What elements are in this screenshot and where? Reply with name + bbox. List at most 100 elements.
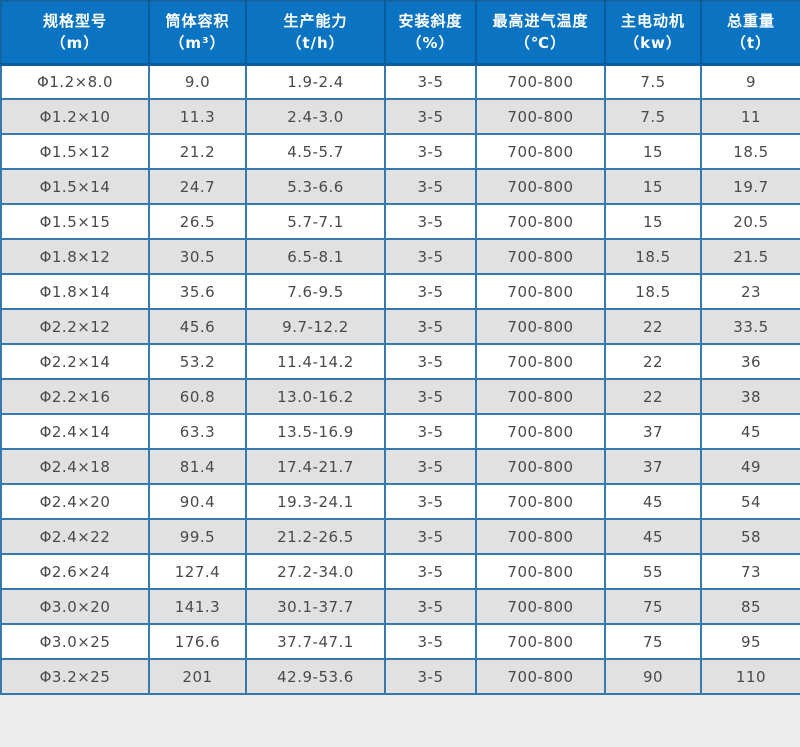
table-cell: 99.5 xyxy=(148,518,247,555)
table-cell: 26.5 xyxy=(148,203,247,240)
table-cell: 176.6 xyxy=(148,623,247,660)
table-row: Φ1.5×14 24.7 5.3-6.6 3-5 700-800 15 19.7 xyxy=(0,168,800,205)
table-cell: 700-800 xyxy=(475,203,606,240)
table-cell: 3-5 xyxy=(384,133,477,170)
model-cell: Φ1.8×12 xyxy=(0,238,150,275)
table-row: Φ1.2×10 11.3 2.4-3.0 3-5 700-800 7.5 11 xyxy=(0,98,800,135)
table-cell: 7.6-9.5 xyxy=(245,273,386,310)
table-cell: 63.3 xyxy=(148,413,247,450)
table-cell: 9.7-12.2 xyxy=(245,308,386,345)
table-cell: 9 xyxy=(700,63,800,100)
model-cell: Φ2.2×12 xyxy=(0,308,150,345)
table-cell: 700-800 xyxy=(475,238,606,275)
table-cell: 81.4 xyxy=(148,448,247,485)
header-title: 筒体容积 xyxy=(165,12,230,31)
table-cell: 3-5 xyxy=(384,168,477,205)
table-row: Φ1.5×12 21.2 4.5-5.7 3-5 700-800 15 18.5 xyxy=(0,133,800,170)
model-cell: Φ2.4×18 xyxy=(0,448,150,485)
model-cell: Φ1.5×14 xyxy=(0,168,150,205)
table-cell: 13.0-16.2 xyxy=(245,378,386,415)
table-cell: 127.4 xyxy=(148,553,247,590)
table-cell: 18.5 xyxy=(700,133,800,170)
table-body: Φ1.2×8.0 9.0 1.9-2.4 3-5 700-800 7.5 9 Φ1.2×10 1… xyxy=(0,63,800,695)
table-cell: 58 xyxy=(700,518,800,555)
table-cell: 53.2 xyxy=(148,343,247,380)
table-cell: 700-800 xyxy=(475,483,606,520)
table-cell: 201 xyxy=(148,658,247,695)
header-row: 规格型号 （m） 筒体容积 （m³） 生产能力 （t/h） 安装斜度 （%） 最高进气温度 （℃）… xyxy=(1,1,800,66)
table-cell: 700-800 xyxy=(475,623,606,660)
table-row: Φ3.0×20 141.3 30.1-37.7 3-5 700-800 75 85 xyxy=(0,588,800,625)
table-cell: 700-800 xyxy=(475,518,606,555)
table-row: Φ1.8×12 30.5 6.5-8.1 3-5 700-800 18.5 21.5 xyxy=(0,238,800,275)
table-cell: 18.5 xyxy=(604,238,702,275)
table-cell: 45 xyxy=(700,413,800,450)
header-unit: （t/h） xyxy=(286,34,345,53)
header-title: 生产能力 xyxy=(283,12,348,31)
table-cell: 700-800 xyxy=(475,343,606,380)
table-cell: 13.5-16.9 xyxy=(245,413,386,450)
table-cell: 3-5 xyxy=(384,378,477,415)
table-cell: 700-800 xyxy=(475,448,606,485)
table-row: Φ2.4×18 81.4 17.4-21.7 3-5 700-800 37 49 xyxy=(0,448,800,485)
table-cell: 3-5 xyxy=(384,518,477,555)
table-cell: 37.7-47.1 xyxy=(245,623,386,660)
table-cell: 22 xyxy=(604,378,702,415)
table-cell: 21.2-26.5 xyxy=(245,518,386,555)
table-cell: 27.2-34.0 xyxy=(245,553,386,590)
table-cell: 6.5-8.1 xyxy=(245,238,386,275)
table-cell: 141.3 xyxy=(148,588,247,625)
table-cell: 9.0 xyxy=(148,63,247,100)
table-cell: 90.4 xyxy=(148,483,247,520)
header-unit: （t） xyxy=(730,34,772,53)
spec-table: 规格型号 （m） 筒体容积 （m³） 生产能力 （t/h） 安装斜度 （%） 最高进气温度 （℃）… xyxy=(0,0,800,695)
table-cell: 3-5 xyxy=(384,308,477,345)
table-cell: 19.3-24.1 xyxy=(245,483,386,520)
header-cell: 安装斜度 （%） xyxy=(385,1,477,66)
table-cell: 60.8 xyxy=(148,378,247,415)
table-cell: 45.6 xyxy=(148,308,247,345)
table-cell: 3-5 xyxy=(384,203,477,240)
header-cell: 总重量 （t） xyxy=(701,1,800,66)
table-cell: 700-800 xyxy=(475,553,606,590)
model-cell: Φ2.4×22 xyxy=(0,518,150,555)
header-title: 总重量 xyxy=(726,12,775,31)
table-cell: 20.5 xyxy=(700,203,800,240)
table-row: Φ3.2×25 201 42.9-53.6 3-5 700-800 90 110 xyxy=(0,658,800,695)
table-cell: 700-800 xyxy=(475,588,606,625)
table-cell: 7.5 xyxy=(604,63,702,100)
table-cell: 5.3-6.6 xyxy=(245,168,386,205)
model-cell: Φ1.2×8.0 xyxy=(0,63,150,100)
table-cell: 1.9-2.4 xyxy=(245,63,386,100)
table-cell: 19.7 xyxy=(700,168,800,205)
table-cell: 3-5 xyxy=(384,98,477,135)
table-cell: 24.7 xyxy=(148,168,247,205)
table-cell: 30.5 xyxy=(148,238,247,275)
table-cell: 5.7-7.1 xyxy=(245,203,386,240)
table-cell: 3-5 xyxy=(384,63,477,100)
table-row: Φ3.0×25 176.6 37.7-47.1 3-5 700-800 75 95 xyxy=(0,623,800,660)
table-cell: 54 xyxy=(700,483,800,520)
table-cell: 21.2 xyxy=(148,133,247,170)
model-cell: Φ1.5×15 xyxy=(0,203,150,240)
table-cell: 15 xyxy=(604,133,702,170)
header-title: 主电动机 xyxy=(620,12,685,31)
table-cell: 75 xyxy=(604,588,702,625)
table-cell: 21.5 xyxy=(700,238,800,275)
table-cell: 17.4-21.7 xyxy=(245,448,386,485)
table-row: Φ2.4×14 63.3 13.5-16.9 3-5 700-800 37 45 xyxy=(0,413,800,450)
table-cell: 90 xyxy=(604,658,702,695)
model-cell: Φ2.4×14 xyxy=(0,413,150,450)
table-cell: 700-800 xyxy=(475,133,606,170)
table-cell: 700-800 xyxy=(475,413,606,450)
table-row: Φ2.4×22 99.5 21.2-26.5 3-5 700-800 45 58 xyxy=(0,518,800,555)
table-cell: 37 xyxy=(604,413,702,450)
table-cell: 3-5 xyxy=(384,553,477,590)
table-row: Φ1.2×8.0 9.0 1.9-2.4 3-5 700-800 7.5 9 xyxy=(0,63,800,100)
model-cell: Φ2.4×20 xyxy=(0,483,150,520)
table-cell: 18.5 xyxy=(604,273,702,310)
table-cell: 3-5 xyxy=(384,448,477,485)
table-cell: 11 xyxy=(700,98,800,135)
table-cell: 73 xyxy=(700,553,800,590)
header-title: 最高进气温度 xyxy=(492,12,589,31)
